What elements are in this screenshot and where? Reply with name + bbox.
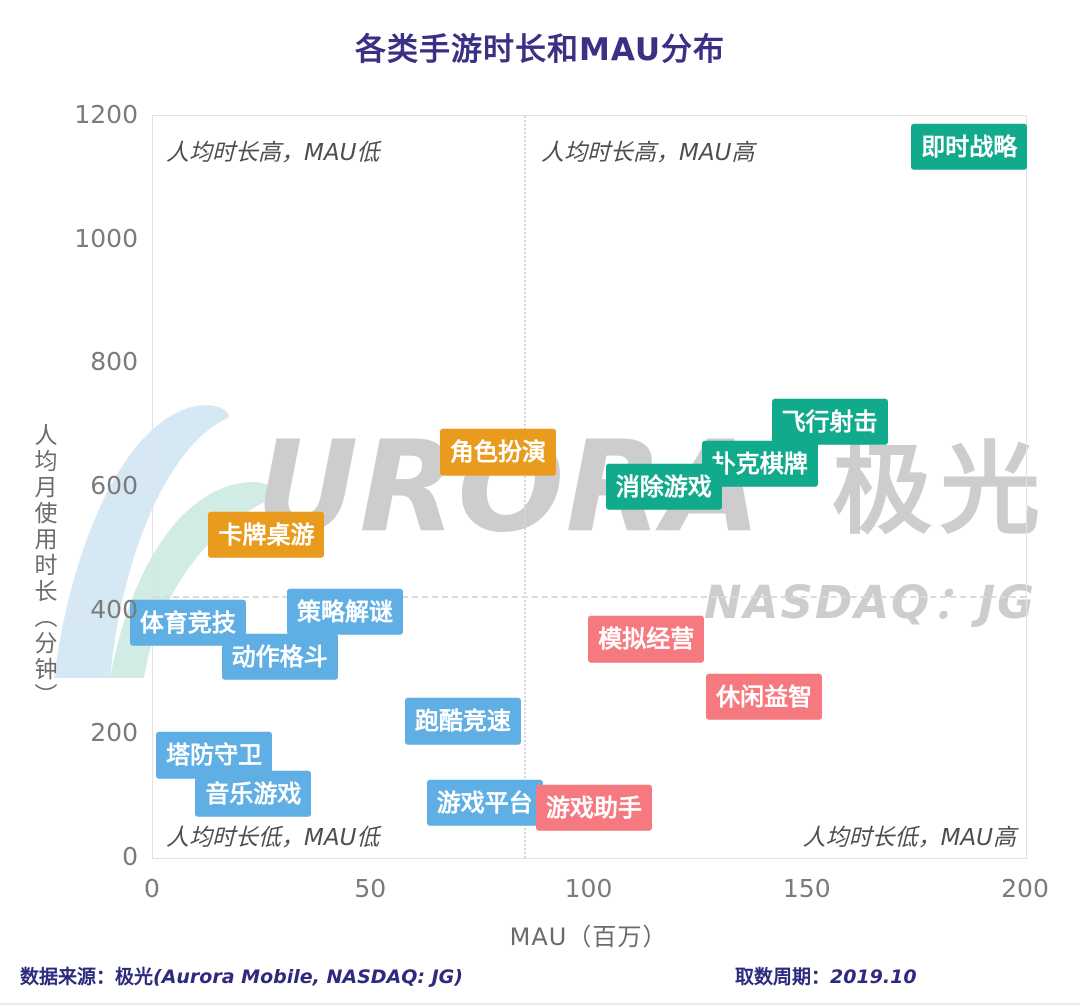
y-axis-label: 人均月使用时长（分钟） [30,423,56,709]
data-point-即时战略: 即时战略 [911,123,1028,171]
watermark-brand-cn: 极光 [832,431,1048,548]
data-point-卡牌桌游: 卡牌桌游 [208,511,325,558]
quadrant-divider-vertical [524,116,527,858]
x-tick-label: 150 [782,874,831,903]
data-point-游戏平台: 游戏平台 [426,779,543,827]
y-tick-label: 0 [122,842,138,871]
data-point-动作格斗: 动作格斗 [221,633,338,681]
data-source-note: 数据来源：极光(Aurora Mobile, NASDAQ: JG) [20,962,463,989]
y-tick-label: 1200 [74,100,138,129]
y-tick-label: 800 [90,347,138,377]
quadrant-divider-horizontal [153,595,1026,598]
quadrant-label-top-right: 人均时长高，MAU高 [541,140,755,166]
data-point-策略解谜: 策略解谜 [287,588,404,636]
bottom-divider [0,1003,1080,1005]
plot-area: 人均时长高，MAU低 人均时长高，MAU高 人均时长低，MAU低 人均时长低，M… [129,115,1028,859]
quadrant-label-bottom-left: 人均时长低，MAU低 [166,825,380,851]
watermark-ticker: NASDAQ：JG [703,576,1036,629]
quadrant-label-bottom-right: 人均时长低，MAU高 [802,825,1016,851]
y-tick-label: 1000 [74,223,138,253]
y-tick-label: 200 [90,718,138,748]
data-period-label: 取数周期： [735,966,831,988]
data-period-value: 2019.10 [830,966,917,988]
data-point-模拟经营: 模拟经营 [588,615,705,663]
data-point-角色扮演: 角色扮演 [439,429,556,476]
x-tick-label: 100 [564,874,613,903]
data-point-消除游戏: 消除游戏 [605,463,722,511]
y-tick-label: 600 [90,471,138,500]
quadrant-label-top-left: 人均时长高，MAU低 [166,140,380,166]
data-source-latin: (Aurora Mobile, NASDAQ: JG) [153,966,463,988]
data-source-prefix: 数据来源：极光 [20,966,154,988]
data-point-休闲益智: 休闲益智 [706,673,823,720]
data-point-游戏助手: 游戏助手 [535,784,652,832]
data-point-音乐游戏: 音乐游戏 [195,770,312,817]
x-tick-label: 0 [144,874,160,903]
data-point-跑酷竞速: 跑酷竞速 [404,698,521,745]
data-point-体育竞技: 体育竞技 [129,599,246,647]
data-point-扑克棋牌: 扑克棋牌 [701,440,818,487]
chart-title: 各类手游时长和MAU分布 [354,32,726,68]
x-tick-label: 50 [354,874,387,903]
data-period-note: 取数周期：2019.10 [735,962,917,989]
x-tick-label: 200 [1001,874,1049,903]
x-axis-label: MAU（百万） [509,923,668,951]
data-point-飞行射击: 飞行射击 [771,398,888,446]
y-tick-label: 400 [90,594,138,624]
